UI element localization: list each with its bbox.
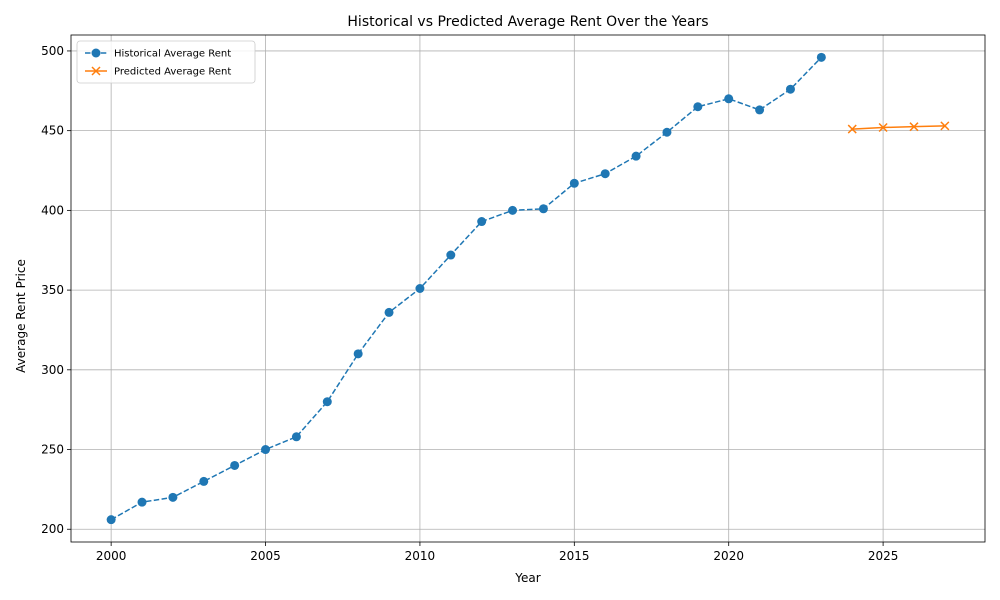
data-point [569, 178, 579, 188]
data-point [909, 122, 919, 132]
data-point [106, 515, 116, 525]
data-point [291, 432, 301, 442]
x-tick-label: 2020 [713, 549, 744, 563]
x-tick-label: 2000 [96, 549, 127, 563]
y-tick-label: 350 [41, 283, 64, 297]
y-tick-label: 200 [41, 522, 64, 536]
gridlines [71, 35, 985, 542]
x-tick-label: 2010 [405, 549, 436, 563]
data-point [940, 121, 950, 131]
data-point [415, 284, 425, 293]
data-point [538, 204, 548, 214]
legend-marker [91, 66, 101, 76]
data-point [446, 250, 456, 260]
data-point [137, 497, 147, 507]
legend-entry: Historical Average Rent [85, 48, 231, 60]
y-axis-ticks: 200 250 300 350 400 450 500 [41, 44, 71, 536]
data-point [600, 169, 610, 179]
data-point [508, 205, 518, 215]
x-tick-label: 2005 [250, 549, 281, 563]
data-point [631, 151, 641, 161]
data-point [322, 397, 332, 407]
legend-box [76, 40, 256, 84]
y-tick-label: 500 [41, 44, 64, 58]
y-tick-label: 300 [41, 363, 64, 377]
legend: Historical Average Rent Predicted Average… [76, 40, 256, 84]
legend-entry: Predicted Average Rent [85, 66, 231, 78]
series-layer [106, 52, 950, 525]
data-point [384, 307, 394, 317]
series-historical [106, 52, 826, 525]
data-point [878, 122, 888, 133]
legend-marker [91, 48, 101, 58]
legend-label: Predicted Average Rent [114, 67, 231, 78]
series-predicted [847, 121, 950, 134]
x-axis-ticks: 2000 2005 2010 2015 2020 2025 [96, 542, 899, 563]
y-tick-label: 400 [41, 203, 64, 217]
data-point [261, 445, 271, 455]
x-tick-label: 2015 [559, 549, 590, 563]
chart-title: Historical vs Predicted Average Rent Ove… [347, 14, 708, 30]
plot-frame [70, 34, 986, 543]
data-point [353, 349, 363, 359]
series-line [852, 125, 945, 130]
x-tick-label: 2025 [868, 549, 899, 563]
data-point [199, 476, 209, 486]
data-point [168, 492, 178, 502]
y-axis-label: Average Rent Price [14, 259, 28, 373]
data-point [724, 94, 734, 104]
data-point [755, 105, 765, 115]
data-point [847, 124, 857, 134]
x-axis-label: Year [514, 571, 540, 585]
y-tick-label: 450 [41, 124, 64, 138]
legend-label: Historical Average Rent [114, 49, 231, 60]
data-point [785, 84, 795, 94]
data-point [230, 460, 240, 470]
data-point [693, 102, 703, 112]
y-tick-label: 250 [41, 443, 64, 457]
data-point [662, 127, 672, 137]
data-point [477, 217, 487, 227]
series-line [110, 56, 822, 521]
data-point [816, 52, 826, 62]
